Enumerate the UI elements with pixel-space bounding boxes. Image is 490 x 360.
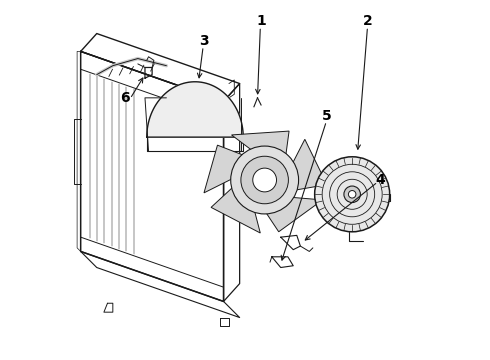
Text: 5: 5	[322, 109, 332, 123]
Polygon shape	[147, 82, 243, 137]
Polygon shape	[293, 139, 327, 190]
Polygon shape	[264, 197, 322, 232]
Polygon shape	[231, 131, 289, 157]
Text: 3: 3	[199, 34, 209, 48]
Circle shape	[348, 190, 356, 198]
Text: 6: 6	[121, 91, 130, 105]
Circle shape	[344, 186, 361, 203]
Polygon shape	[204, 145, 245, 193]
Polygon shape	[211, 188, 260, 233]
Circle shape	[315, 157, 390, 232]
Text: 1: 1	[256, 14, 266, 28]
Circle shape	[241, 156, 289, 204]
Text: 4: 4	[376, 173, 386, 187]
Circle shape	[253, 168, 276, 192]
Circle shape	[231, 146, 298, 214]
Text: 2: 2	[364, 14, 373, 28]
